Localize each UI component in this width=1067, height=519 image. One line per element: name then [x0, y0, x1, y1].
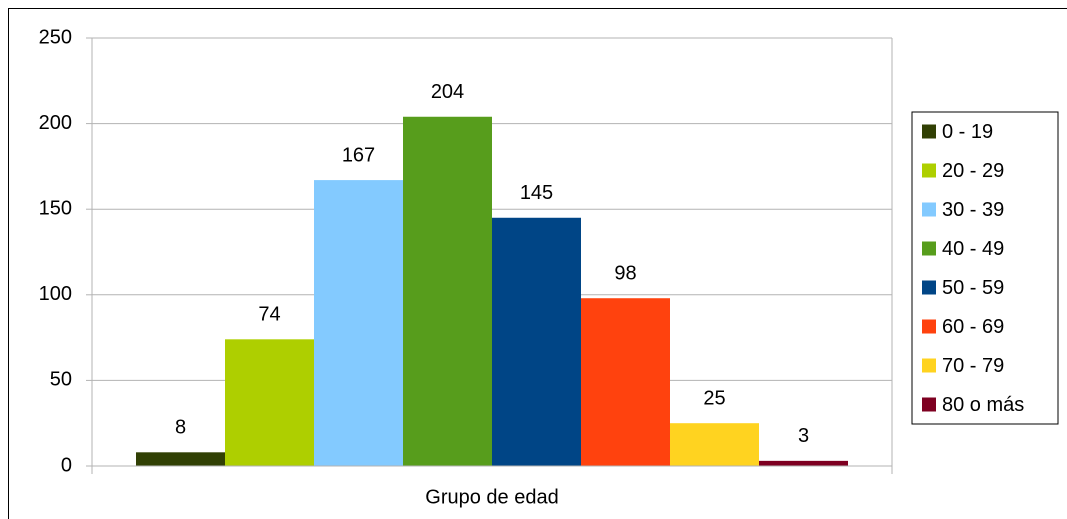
- bar: [581, 298, 670, 466]
- bar: [670, 423, 759, 466]
- legend-label: 60 - 69: [942, 316, 1004, 338]
- data-label: 8: [175, 417, 186, 439]
- legend-label: 30 - 39: [942, 199, 1004, 221]
- legend-label: 40 - 49: [942, 238, 1004, 260]
- data-label: 74: [258, 304, 280, 326]
- legend-box: [911, 111, 1059, 425]
- legend-swatch: [922, 241, 936, 256]
- bar: [403, 116, 492, 466]
- data-label: 167: [342, 144, 375, 166]
- legend-label: 80 o más: [942, 394, 1024, 416]
- bar: [314, 180, 403, 466]
- legend-swatch: [922, 358, 936, 373]
- y-tick-label: 250: [39, 26, 72, 48]
- legend-swatch: [922, 397, 936, 412]
- y-tick-label: 50: [50, 369, 72, 391]
- legend-swatch: [922, 124, 936, 139]
- legend-label: 20 - 29: [942, 160, 1004, 182]
- data-label: 145: [520, 182, 553, 204]
- y-tick-label: 0: [61, 454, 72, 476]
- data-label: 3: [798, 425, 809, 447]
- bar: [759, 460, 848, 466]
- data-label: 98: [614, 263, 636, 285]
- bar: [492, 217, 581, 466]
- legend-swatch: [922, 202, 936, 217]
- legend-swatch: [922, 163, 936, 178]
- legend-swatch: [922, 319, 936, 334]
- x-tick-label: Grupo de edad: [425, 486, 558, 508]
- bar: [136, 452, 225, 466]
- data-label: 25: [703, 387, 725, 409]
- y-tick-label: 100: [39, 283, 72, 305]
- y-tick-label: 200: [39, 112, 72, 134]
- chart-frame: [8, 8, 1067, 519]
- legend-label: 0 - 19: [942, 121, 993, 143]
- legend-label: 50 - 59: [942, 277, 1004, 299]
- y-tick-label: 150: [39, 197, 72, 219]
- bar: [225, 339, 314, 466]
- legend-swatch: [922, 280, 936, 295]
- legend-label: 70 - 79: [942, 355, 1004, 377]
- data-label: 204: [431, 81, 464, 103]
